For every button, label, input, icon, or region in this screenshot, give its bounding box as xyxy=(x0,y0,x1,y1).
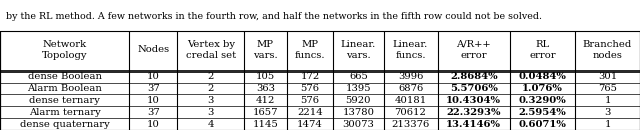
Text: 10: 10 xyxy=(147,120,160,129)
Text: 13.4146%: 13.4146% xyxy=(446,120,501,129)
Text: dense Boolean: dense Boolean xyxy=(28,72,102,81)
Text: 576: 576 xyxy=(301,84,319,93)
Text: 10: 10 xyxy=(147,96,160,105)
Text: 0.3290%: 0.3290% xyxy=(518,96,566,105)
Text: 13780: 13780 xyxy=(342,108,374,117)
Text: 2: 2 xyxy=(207,72,214,81)
Text: Alarm ternary: Alarm ternary xyxy=(29,108,100,117)
Text: Linear.
funcs.: Linear. funcs. xyxy=(393,40,428,60)
Text: 10.4304%: 10.4304% xyxy=(446,96,501,105)
Text: 0.6071%: 0.6071% xyxy=(518,120,566,129)
Text: 1395: 1395 xyxy=(346,84,371,93)
Text: 1: 1 xyxy=(604,120,611,129)
Text: Vertex by
credal set: Vertex by credal set xyxy=(186,40,236,60)
Text: 22.3293%: 22.3293% xyxy=(447,108,501,117)
Text: 70612: 70612 xyxy=(395,108,426,117)
Text: 10: 10 xyxy=(147,72,160,81)
Text: 172: 172 xyxy=(300,72,319,81)
Text: Linear.
vars.: Linear. vars. xyxy=(341,40,376,60)
Text: 576: 576 xyxy=(301,96,319,105)
Text: 363: 363 xyxy=(256,84,275,93)
Text: 37: 37 xyxy=(147,108,160,117)
Text: dense ternary: dense ternary xyxy=(29,96,100,105)
Text: Network
Topology: Network Topology xyxy=(42,40,88,60)
Text: RL
error: RL error xyxy=(529,40,556,60)
Text: 105: 105 xyxy=(256,72,275,81)
Text: 1474: 1474 xyxy=(297,120,323,129)
Text: by the RL method. A few networks in the fourth row, and half the networks in the: by the RL method. A few networks in the … xyxy=(6,12,543,21)
Text: 2214: 2214 xyxy=(297,108,323,117)
Text: 3: 3 xyxy=(207,108,214,117)
Text: 213376: 213376 xyxy=(392,120,429,129)
Text: Alarm Boolean: Alarm Boolean xyxy=(28,84,102,93)
Text: 1.076%: 1.076% xyxy=(522,84,563,93)
Text: A/R++
error: A/R++ error xyxy=(456,40,491,60)
Text: 30073: 30073 xyxy=(342,120,374,129)
Text: 6876: 6876 xyxy=(398,84,423,93)
Text: 37: 37 xyxy=(147,84,160,93)
Text: MP
funcs.: MP funcs. xyxy=(295,40,325,60)
Text: 4: 4 xyxy=(207,120,214,129)
Text: 2.5954%: 2.5954% xyxy=(518,108,566,117)
Text: 1657: 1657 xyxy=(253,108,278,117)
Text: 1145: 1145 xyxy=(252,120,278,129)
Text: Nodes: Nodes xyxy=(138,46,170,54)
Text: MP
vars.: MP vars. xyxy=(253,40,278,60)
Text: 301: 301 xyxy=(598,72,617,81)
Text: 665: 665 xyxy=(349,72,368,81)
Text: 0.0484%: 0.0484% xyxy=(518,72,566,81)
Text: 3: 3 xyxy=(207,96,214,105)
Text: 765: 765 xyxy=(598,84,617,93)
Text: 5.5706%: 5.5706% xyxy=(450,84,498,93)
Text: 40181: 40181 xyxy=(394,96,427,105)
Text: 3: 3 xyxy=(604,108,611,117)
Text: 412: 412 xyxy=(255,96,275,105)
Text: Branched
nodes: Branched nodes xyxy=(583,40,632,60)
Text: 3996: 3996 xyxy=(398,72,423,81)
Text: 1: 1 xyxy=(604,96,611,105)
Text: 2.8684%: 2.8684% xyxy=(450,72,497,81)
Text: dense quaternary: dense quaternary xyxy=(20,120,109,129)
Text: 2: 2 xyxy=(207,84,214,93)
Text: 5920: 5920 xyxy=(346,96,371,105)
